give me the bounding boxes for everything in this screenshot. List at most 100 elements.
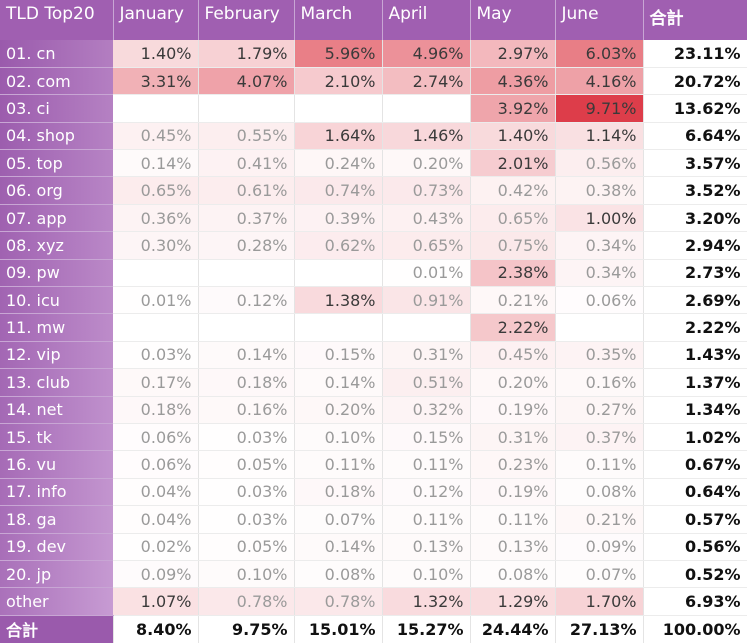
table-row: 16. vu 0.06% 0.05% 0.11% 0.11% 0.23% 0.11% 0.67… (0, 450, 747, 479)
heat-cell: 0.11% (382, 505, 471, 534)
heat-cell: 0.07% (555, 560, 644, 589)
table-row: 09. pw 0.01% 2.38% 0.34% 2.73% (0, 259, 747, 288)
heat-cell: 0.34% (555, 231, 644, 260)
heat-cell: 0.10% (382, 560, 471, 589)
heat-cell: 0.01% (382, 259, 471, 288)
table-row: 05. top 0.14% 0.41% 0.24% 0.20% 2.01% 0.56% 3.5… (0, 149, 747, 178)
heat-cell: 0.20% (470, 368, 556, 397)
heat-cell: 0.11% (294, 450, 383, 479)
heat-cell: 0.11% (470, 505, 556, 534)
row-label: 06. org (0, 176, 113, 205)
heat-cell: 1.79% (198, 40, 295, 68)
heat-cell: 5.96% (294, 40, 383, 68)
row-label: 03. ci (0, 94, 113, 123)
table-row: 07. app 0.36% 0.37% 0.39% 0.43% 0.65% 1.00% 3.2… (0, 204, 747, 233)
row-label: other (0, 587, 113, 616)
heat-cell: 0.18% (294, 478, 383, 507)
heat-cell: 1.64% (294, 122, 383, 151)
heat-cell: 0.03% (198, 423, 295, 452)
table-row: 04. shop 0.45% 0.55% 1.64% 1.46% 1.40% 1.14% 6.… (0, 122, 747, 151)
row-total-cell: 1.37% (643, 368, 747, 397)
heat-cell: 1.46% (382, 122, 471, 151)
heat-cell: 0.04% (113, 505, 199, 534)
heat-cell: 0.14% (198, 341, 295, 370)
heat-cell: 2.74% (382, 67, 471, 96)
heat-cell: 0.37% (555, 423, 644, 452)
row-total-cell: 13.62% (643, 94, 747, 123)
totals-row: 合計 8.40% 9.75% 15.01% 15.27% 24.44% 27.1… (0, 614, 747, 643)
row-total-cell: 0.64% (643, 478, 747, 507)
heat-cell: 0.28% (198, 231, 295, 260)
heat-cell: 0.55% (198, 122, 295, 151)
heat-cell: 0.24% (294, 149, 383, 178)
column-total-cell: 24.44% (470, 614, 556, 643)
heat-cell: 0.43% (382, 204, 471, 233)
totals-row-label: 合計 (0, 614, 114, 643)
corner-label: TLD Top20 (0, 0, 114, 40)
row-total-cell: 1.43% (643, 341, 747, 370)
row-label: 20. jp (0, 560, 113, 589)
heat-cell: 0.30% (113, 231, 199, 260)
row-total-cell: 1.34% (643, 396, 747, 424)
heat-cell (113, 259, 199, 288)
row-total-cell: 6.64% (643, 122, 747, 151)
heat-cell: 0.65% (113, 176, 199, 205)
row-label: 01. cn (0, 40, 113, 68)
header-row: TLD Top20 January February March April M… (0, 0, 747, 40)
table-row: 19. dev 0.02% 0.05% 0.14% 0.13% 0.13% 0.09% 0.5… (0, 533, 747, 561)
heat-cell: 0.08% (555, 478, 644, 507)
column-header-june: June (555, 0, 644, 40)
row-total-cell: 3.20% (643, 204, 747, 233)
table-row: 12. vip 0.03% 0.14% 0.15% 0.31% 0.45% 0.35% 1.4… (0, 341, 747, 370)
row-total-cell: 2.94% (643, 231, 747, 260)
row-label: 12. vip (0, 341, 113, 370)
row-total-cell: 0.56% (643, 533, 747, 561)
table-row: 10. icu 0.01% 0.12% 1.38% 0.91% 0.21% 0.06% 2.6… (0, 286, 747, 315)
row-total-cell: 2.73% (643, 259, 747, 288)
table-row: 11. mw 2.22% 2.22% (0, 313, 747, 342)
row-label: 05. top (0, 149, 113, 178)
heat-cell: 0.61% (198, 176, 295, 205)
row-total-cell: 2.22% (643, 313, 747, 342)
heat-cell (198, 94, 295, 123)
heat-cell: 9.71% (555, 94, 644, 123)
heat-cell: 1.00% (555, 204, 644, 233)
heat-cell: 0.51% (382, 368, 471, 397)
heat-cell: 1.70% (555, 587, 644, 616)
table-row: 08. xyz 0.30% 0.28% 0.62% 0.65% 0.75% 0.34% 2.9… (0, 231, 747, 260)
heat-cell: 0.04% (113, 478, 199, 507)
row-label: 16. vu (0, 450, 113, 479)
heat-cell: 0.17% (113, 368, 199, 397)
heat-cell: 0.02% (113, 533, 199, 561)
row-total-cell: 0.67% (643, 450, 747, 479)
row-total-cell: 2.69% (643, 286, 747, 315)
heat-cell: 0.08% (470, 560, 556, 589)
heat-cell (555, 313, 644, 342)
column-total-cell: 27.13% (555, 614, 644, 643)
table-row: 03. ci 3.92% 9.71% 13.62% (0, 94, 747, 123)
heat-cell: 0.35% (555, 341, 644, 370)
table-row: 17. info 0.04% 0.03% 0.18% 0.12% 0.19% 0.08% 0.… (0, 478, 747, 507)
heat-cell: 0.91% (382, 286, 471, 315)
table-row: other 1.07% 0.78% 0.78% 1.32% 1.29% 1.70% 6.93% (0, 587, 747, 616)
column-total-cell: 15.01% (294, 614, 383, 643)
table-row: 18. ga 0.04% 0.03% 0.07% 0.11% 0.11% 0.21% 0.57… (0, 505, 747, 534)
table-row: 01. cn 1.40% 1.79% 5.96% 4.96% 2.97% 6.03% 23.1… (0, 40, 747, 68)
heat-cell: 2.38% (470, 259, 556, 288)
heat-cell: 0.78% (198, 587, 295, 616)
row-total-cell: 0.52% (643, 560, 747, 589)
heat-cell (382, 313, 471, 342)
heat-cell: 0.07% (294, 505, 383, 534)
column-header-may: May (470, 0, 556, 40)
heat-cell: 0.06% (113, 450, 199, 479)
heat-cell: 0.31% (470, 423, 556, 452)
grand-total-cell: 100.00% (643, 614, 747, 643)
heat-cell: 4.16% (555, 67, 644, 96)
heat-cell: 0.38% (555, 176, 644, 205)
column-header-march: March (294, 0, 383, 40)
table-row: 15. tk 0.06% 0.03% 0.10% 0.15% 0.31% 0.37% 1.02… (0, 423, 747, 452)
heat-cell: 0.01% (113, 286, 199, 315)
heat-cell: 2.10% (294, 67, 383, 96)
heat-cell (294, 94, 383, 123)
